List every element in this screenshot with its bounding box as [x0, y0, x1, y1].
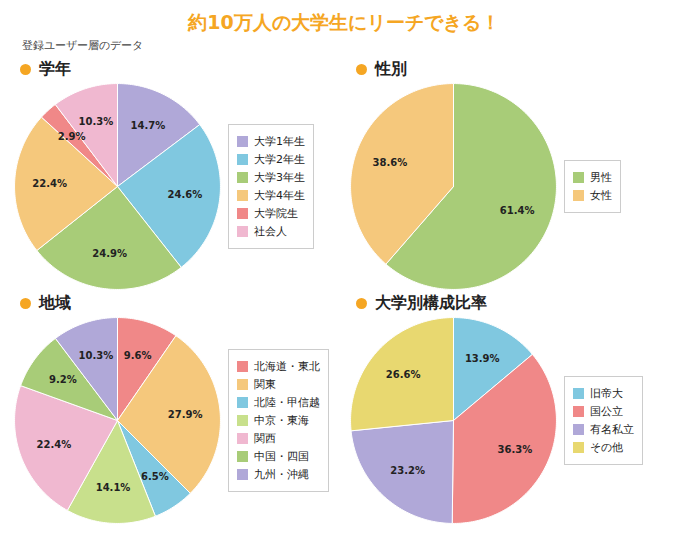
svg-text:6.5%: 6.5%	[141, 471, 169, 482]
svg-text:24.6%: 24.6%	[168, 189, 203, 200]
html-text:大学院生: 大学院生	[254, 206, 298, 220]
html-text:中京・東海: 中京・東海	[254, 413, 309, 427]
html-text:関西: 関西	[254, 431, 276, 445]
html-text:北海道・東北: 北海道・東北	[254, 359, 320, 373]
svg-text:14.1%: 14.1%	[96, 482, 131, 493]
svg-text:22.4%: 22.4%	[32, 178, 67, 189]
svg-text:22.4%: 22.4%	[37, 439, 72, 450]
html-text:性別: 性別	[375, 58, 407, 78]
svg-text:14.7%: 14.7%	[130, 120, 165, 131]
html-text:女性: 女性	[590, 188, 612, 202]
html-text:大学3年生: 大学3年生	[254, 170, 305, 184]
svg-text:13.9%: 13.9%	[465, 353, 500, 364]
html-text:関東: 関東	[254, 377, 276, 391]
html-text:学年: 学年	[39, 58, 71, 78]
svg-text:2.9%: 2.9%	[58, 131, 86, 142]
html-text:国公立: 国公立	[590, 404, 623, 418]
svg-text:61.4%: 61.4%	[500, 205, 535, 216]
svg-text:26.6%: 26.6%	[386, 369, 421, 380]
html-text:旧帝大: 旧帝大	[590, 386, 623, 400]
svg-text:9.2%: 9.2%	[49, 374, 77, 385]
html-text:社会人: 社会人	[254, 224, 287, 238]
html-text:大学1年生: 大学1年生	[254, 134, 305, 148]
html-text:その他: その他	[590, 440, 623, 454]
svg-text:10.3%: 10.3%	[79, 350, 114, 361]
html-text:大学4年生: 大学4年生	[254, 188, 305, 202]
svg-text:27.9%: 27.9%	[168, 409, 203, 420]
svg-text:23.2%: 23.2%	[390, 465, 425, 476]
svg-text:10.3%: 10.3%	[79, 116, 114, 127]
html-text:男性: 男性	[590, 170, 612, 184]
html-text:約10万人の大学生にリーチできる！: 約10万人の大学生にリーチできる！	[188, 11, 500, 33]
html-text:大学別構成比率: 大学別構成比率	[375, 292, 487, 312]
html-text:地域: 地域	[39, 292, 71, 312]
html-text:大学2年生: 大学2年生	[254, 152, 305, 166]
svg-text:24.9%: 24.9%	[92, 248, 127, 259]
html-text:九州・沖縄: 九州・沖縄	[254, 467, 309, 481]
svg-text:36.3%: 36.3%	[498, 444, 533, 455]
html-text:有名私立: 有名私立	[590, 422, 634, 436]
svg-text:38.6%: 38.6%	[373, 157, 408, 168]
html-text:北陸・甲信越: 北陸・甲信越	[254, 395, 320, 409]
html-text:登録ユーザー層のデータ: 登録ユーザー層のデータ	[22, 39, 143, 52]
svg-text:9.6%: 9.6%	[124, 350, 152, 361]
html-text:中国・四国: 中国・四国	[254, 449, 309, 463]
